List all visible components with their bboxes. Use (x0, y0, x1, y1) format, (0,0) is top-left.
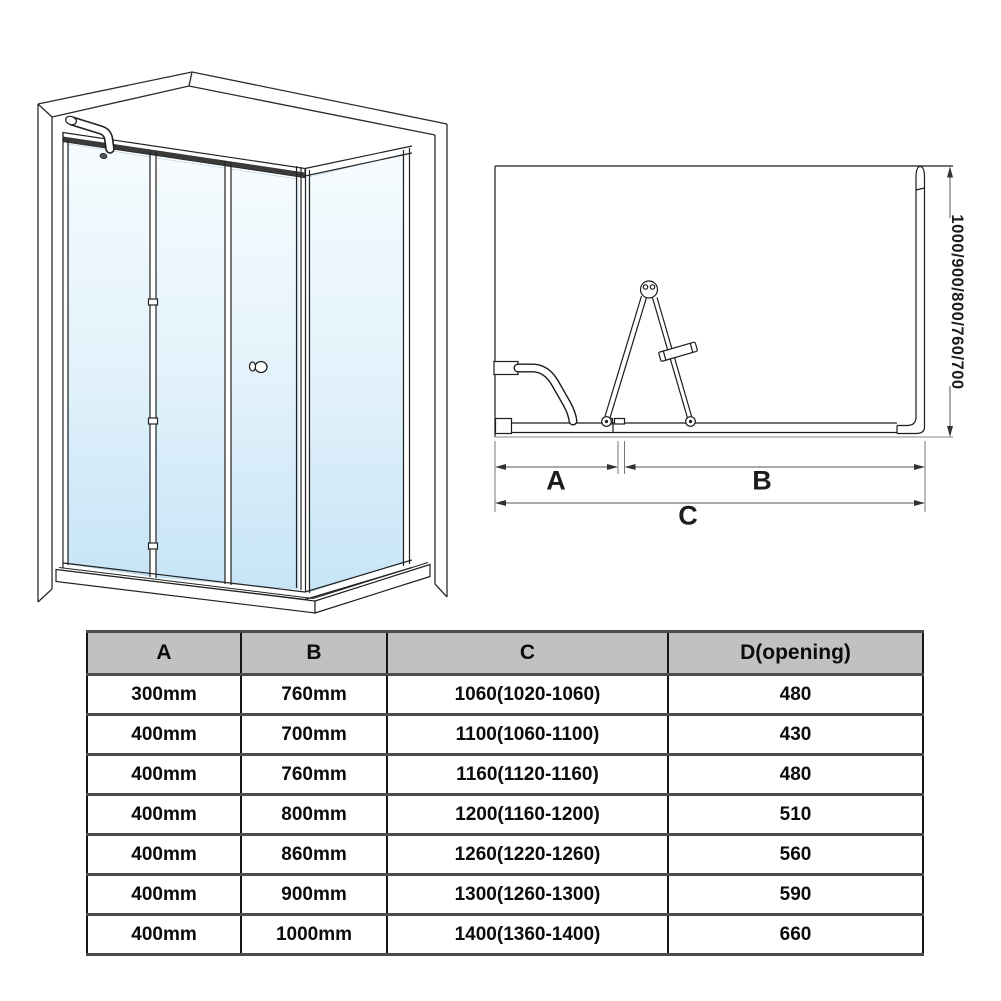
table-cell: 400mm (86, 753, 242, 796)
col-header-b: B (240, 630, 388, 676)
door-frame (62, 131, 413, 601)
table-cell: 1300(1260-1300) (386, 873, 669, 916)
table-row: 400mm 700mm 1100(1060-1100) 430 (86, 713, 924, 756)
table-cell: 900mm (240, 873, 388, 916)
dimension-annotations: A B C 1000/900/800/760/700 (494, 166, 966, 531)
table-cell: 1200(1160-1200) (386, 793, 669, 836)
plan-outline (494, 165, 953, 437)
dim-label-c: C (678, 501, 698, 531)
col-header-c: C (386, 630, 669, 676)
technical-drawings: A B C 1000/900/800/760/700 (37, 71, 966, 614)
col-header-a: A (86, 630, 242, 676)
plan-view-drawing: A B C 1000/900/800/760/700 (493, 165, 966, 531)
table-cell: 1160(1120-1160) (386, 753, 669, 796)
table-cell: 860mm (240, 833, 388, 876)
bifold-door (601, 280, 698, 427)
table-cell: 1400(1360-1400) (386, 913, 669, 956)
door-handle-plan (493, 360, 578, 426)
table-row: 400mm 900mm 1300(1260-1300) 590 (86, 873, 924, 916)
table-cell: 560 (667, 833, 924, 876)
table-cell: 590 (667, 873, 924, 916)
table-cell: 800mm (240, 793, 388, 836)
roller-screw (99, 153, 108, 159)
table-cell: 660 (667, 913, 924, 956)
table-cell: 300mm (86, 673, 242, 716)
table-cell: 700mm (240, 713, 388, 756)
table-cell: 430 (667, 713, 924, 756)
shower-tray (55, 562, 431, 614)
dim-label-b: B (752, 466, 772, 496)
iso-view-drawing (37, 71, 448, 614)
table-row: 400mm 860mm 1260(1220-1260) 560 (86, 833, 924, 876)
table-cell: 510 (667, 793, 924, 836)
table-row: 400mm 760mm 1160(1120-1160) 480 (86, 753, 924, 796)
table-cell: 760mm (240, 753, 388, 796)
wall-frame (37, 71, 448, 603)
dim-label-height: 1000/900/800/760/700 (948, 214, 966, 389)
table-cell: 400mm (86, 873, 242, 916)
table-cell: 1100(1060-1100) (386, 713, 669, 756)
table-cell: 400mm (86, 913, 242, 956)
glass-panels (68, 143, 404, 593)
door-handle-iso (65, 115, 115, 154)
side-panel-rail (896, 165, 926, 435)
spec-table: A B C D(opening) 300mm 760mm 1060(1020-1… (86, 630, 924, 956)
table-cell: 480 (667, 753, 924, 796)
table-cell: 480 (667, 673, 924, 716)
table-row: 400mm 800mm 1200(1160-1200) 510 (86, 793, 924, 836)
bottom-rail (494, 417, 953, 438)
table-row: 400mm 1000mm 1400(1360-1400) 660 (86, 913, 924, 956)
table-header-row: A B C D(opening) (86, 630, 924, 676)
table-cell: 1260(1220-1260) (386, 833, 669, 876)
col-header-d-opening: D(opening) (667, 630, 924, 676)
bifold-handle (658, 341, 698, 362)
table-cell: 1000mm (240, 913, 388, 956)
table-cell: 400mm (86, 713, 242, 756)
table-row: 300mm 760mm 1060(1020-1060) 480 (86, 673, 924, 716)
dim-label-a: A (546, 466, 566, 496)
table-cell: 760mm (240, 673, 388, 716)
table-cell: 400mm (86, 793, 242, 836)
table-cell: 1060(1020-1060) (386, 673, 669, 716)
door-knob (248, 360, 268, 374)
table-cell: 400mm (86, 833, 242, 876)
